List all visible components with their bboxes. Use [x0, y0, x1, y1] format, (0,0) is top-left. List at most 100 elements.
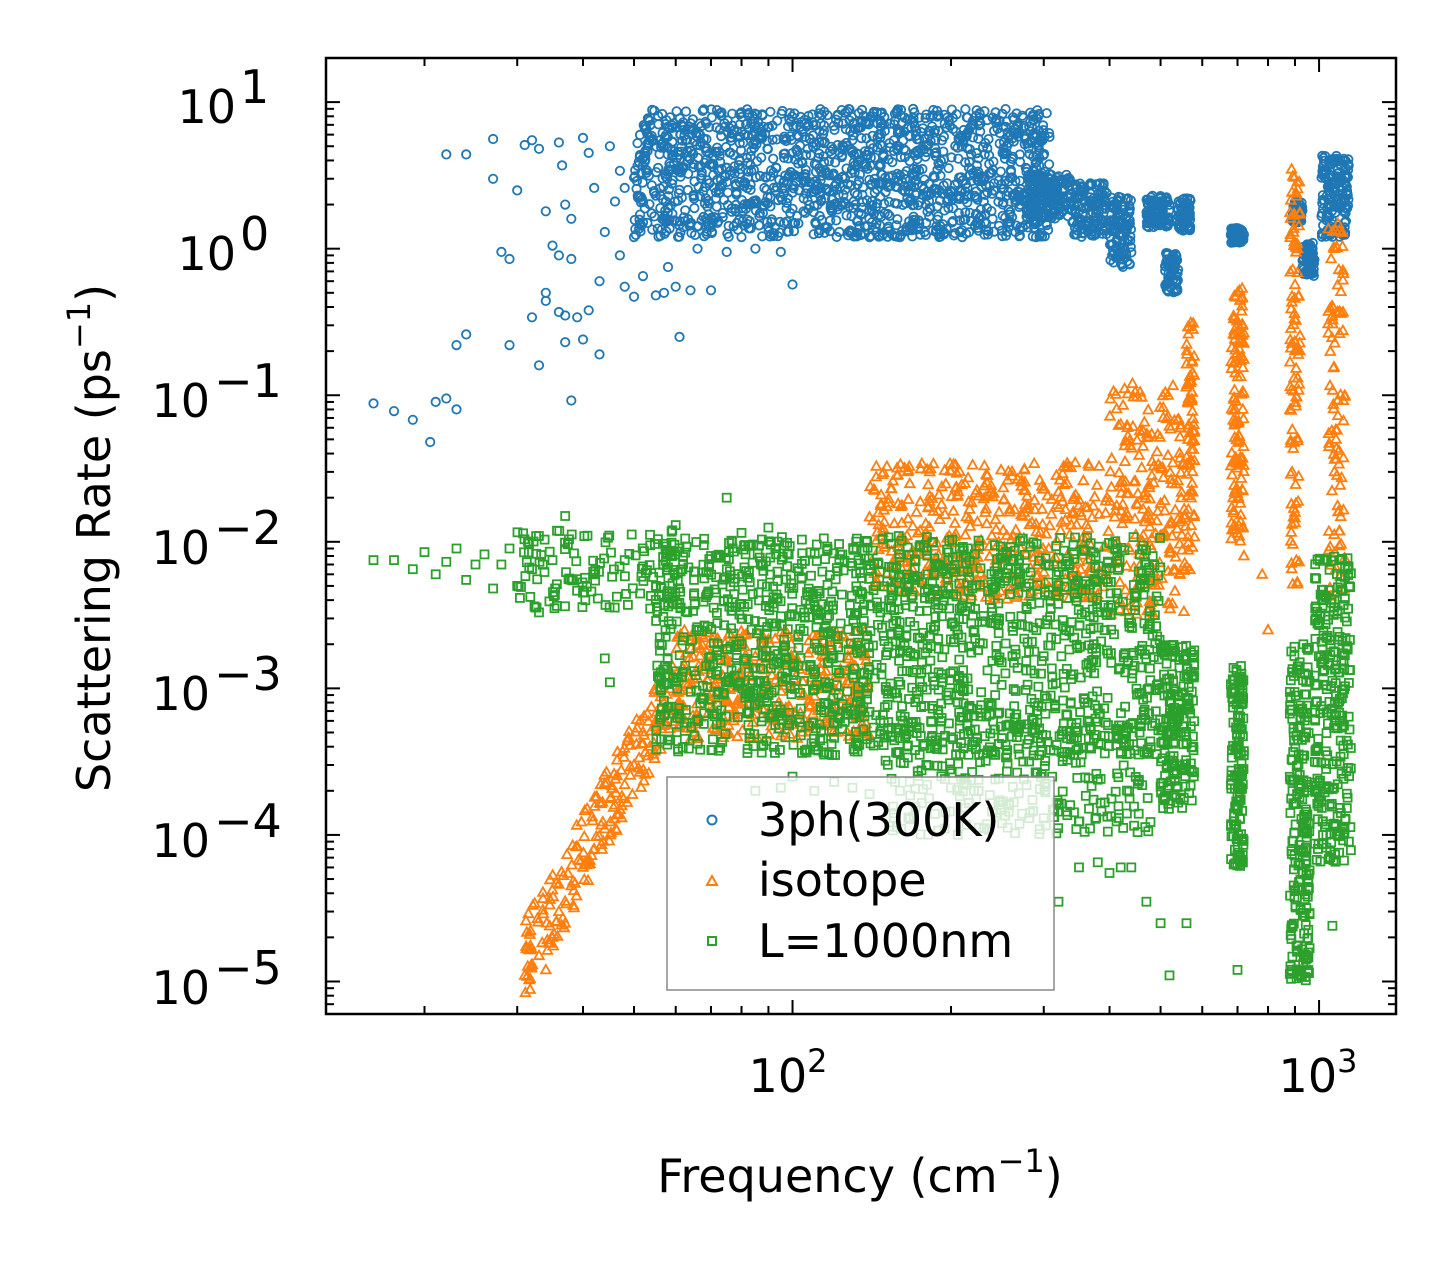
data-point-3ph [856, 104, 868, 116]
data-point-3ph [652, 162, 664, 173]
data-point-3ph [839, 173, 851, 184]
data-point-3ph [496, 246, 507, 257]
data-point-3ph [682, 155, 693, 166]
data-point-3ph [680, 205, 691, 216]
data-point-3ph [1005, 130, 1016, 141]
data-point-3ph [814, 148, 825, 159]
data-point-3ph [566, 395, 577, 406]
data-point-3ph [679, 130, 690, 141]
data-point-3ph [1014, 127, 1025, 138]
data-point-3ph [791, 144, 802, 155]
data-point-3ph [533, 143, 545, 154]
data-point-3ph [822, 184, 833, 195]
data-point-3ph [670, 281, 681, 292]
data-point-3ph [754, 170, 766, 182]
data-point-3ph [798, 206, 809, 217]
data-point-3ph [540, 295, 551, 306]
data-point-3ph [637, 270, 649, 282]
data-point-3ph [734, 154, 745, 165]
data-point-3ph [688, 189, 699, 200]
data-point-3ph [879, 198, 890, 209]
data-point-3ph [705, 285, 717, 296]
data-point-3ph [663, 191, 674, 202]
data-point-3ph [614, 250, 626, 261]
data-point-3ph [831, 231, 842, 242]
data-point-3ph [935, 170, 946, 181]
data-point-3ph [619, 281, 630, 292]
data-point-3ph [676, 142, 687, 153]
data-point-3ph [662, 261, 674, 273]
data-point-3ph [512, 185, 523, 196]
data-point-3ph [648, 186, 660, 197]
data-point-3ph [1012, 121, 1024, 132]
data-point-3ph [657, 108, 668, 120]
data-point-3ph [802, 195, 813, 206]
data-point-3ph [721, 246, 732, 257]
data-point-3ph [1023, 142, 1034, 154]
data-point-3ph [540, 206, 551, 217]
data-point-3ph [647, 224, 658, 235]
data-point-3ph [560, 199, 571, 210]
data-point-3ph [819, 227, 830, 238]
data-point-3ph [778, 152, 790, 163]
data-point-3ph [759, 182, 770, 194]
data-point-3ph [974, 212, 985, 223]
data-point-3ph [677, 135, 688, 146]
data-point-3ph [831, 215, 842, 226]
data-point-3ph [1044, 159, 1055, 170]
data-point-3ph [947, 123, 959, 135]
data-point-3ph [583, 305, 594, 316]
data-point-3ph [566, 213, 577, 224]
data-point-3ph [860, 161, 871, 172]
data-point-3ph [560, 337, 571, 348]
data-point-3ph [864, 174, 875, 185]
data-point-3ph [553, 137, 565, 148]
data-point-3ph [825, 202, 836, 213]
data-point-3ph [692, 243, 703, 254]
data-point-3ph [871, 198, 883, 209]
data-point-3ph [784, 114, 795, 125]
data-point-3ph [753, 220, 765, 231]
data-point-3ph [553, 250, 565, 261]
data-point-3ph [628, 291, 640, 302]
data-point-3ph [960, 214, 971, 225]
data-point-3ph [768, 153, 779, 164]
data-point-3ph [619, 182, 630, 193]
data-point-3ph [829, 157, 841, 168]
data-point-3ph [820, 223, 832, 234]
data-point-3ph [487, 173, 499, 184]
data-point-3ph [1000, 121, 1011, 133]
data-point-3ph [634, 151, 645, 162]
data-point-3ph [685, 285, 696, 296]
data-point-3ph [713, 146, 725, 157]
data-point-3ph [734, 138, 745, 149]
data-point-3ph [657, 194, 668, 205]
data-point-3ph [614, 165, 626, 176]
data-point-3ph [723, 231, 734, 242]
data-point-3ph [674, 331, 685, 342]
data-point-3ph [930, 135, 941, 146]
data-point-3ph [939, 205, 950, 216]
data-point-3ph [836, 152, 847, 163]
data-point-3ph [1005, 172, 1016, 183]
data-point-3ph [929, 172, 940, 183]
data-point-3ph [659, 211, 670, 222]
data-point-3ph [774, 174, 785, 185]
data-point-3ph [519, 139, 530, 151]
data-point-3ph [997, 210, 1008, 221]
data-point-3ph [946, 104, 958, 115]
data-point-3ph [589, 182, 600, 193]
data-point-3ph [693, 127, 704, 138]
data-point-3ph [932, 111, 943, 122]
data-point-3ph [756, 152, 767, 163]
data-point-3ph [974, 108, 985, 120]
data-point-3ph [813, 228, 825, 239]
data-point-3ph [407, 414, 418, 425]
data-point-3ph [760, 172, 772, 183]
data-point-3ph [461, 329, 472, 340]
data-point-3ph [560, 310, 571, 321]
data-point-3ph [526, 135, 538, 146]
data-point-3ph [1001, 226, 1013, 237]
data-point-3ph [526, 312, 538, 323]
data-point-3ph [599, 226, 610, 238]
